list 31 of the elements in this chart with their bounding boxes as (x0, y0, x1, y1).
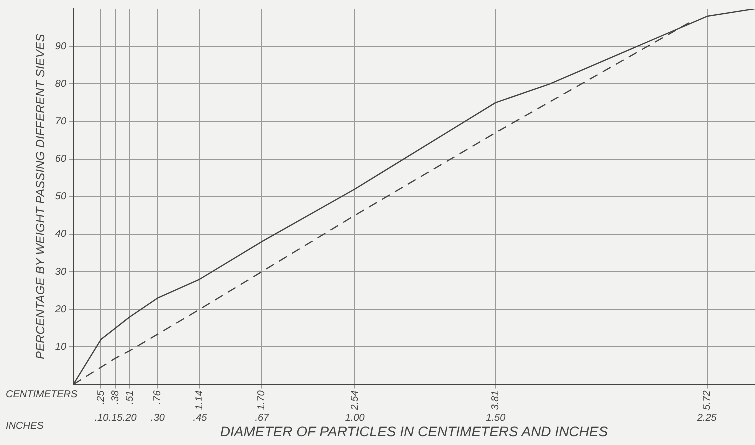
y-tick-label: 20 (54, 304, 67, 316)
x2-tick-label: 1.50 (486, 412, 506, 424)
y-tick-label: 60 (55, 154, 67, 166)
x2-tick-label: 1.00 (345, 412, 366, 424)
x-axis-title: DIAMETER OF PARTICLES IN CENTIMETERS AND INCHES (220, 423, 609, 440)
x2-tick-label: .10 (94, 412, 110, 424)
x-tick-label: 1.70 (256, 390, 268, 410)
x-tick-label: 5.72 (702, 390, 714, 410)
y-tick-label: 40 (55, 229, 67, 240)
x2-tick-label: .30 (151, 412, 166, 424)
y-tick-label: 10 (55, 342, 67, 353)
x2-tick-label: .67 (255, 412, 270, 424)
y-tick-label: 50 (55, 192, 67, 203)
x-tick-label: .76 (152, 390, 164, 405)
y-tick-label: 30 (55, 266, 67, 278)
x2-tick-label: .45 (193, 412, 208, 424)
x2-tick-label: 2.25 (696, 412, 718, 424)
x-tick-label: .51 (124, 390, 136, 405)
y-tick-label: 80 (55, 78, 67, 90)
text: INCHES (6, 420, 44, 432)
x-tick-label: 1.14 (194, 390, 206, 410)
x-tick-label: 3.81 (490, 390, 502, 410)
y-tick-label: 90 (55, 41, 67, 52)
x2-tick-label: .20 (122, 412, 138, 424)
y-axis-title: PERCENTAGE BY WEIGHT PASSING DIFFERENT SIEVES (34, 34, 48, 360)
text: CENTIMETERS (6, 390, 78, 401)
x2-tick-label: .15 (108, 412, 124, 424)
x-tick-label: 2.54 (350, 390, 361, 412)
y-tick-label: 70 (55, 116, 67, 128)
x-tick-label: .25 (96, 390, 108, 405)
x-tick-label: .38 (110, 390, 122, 405)
